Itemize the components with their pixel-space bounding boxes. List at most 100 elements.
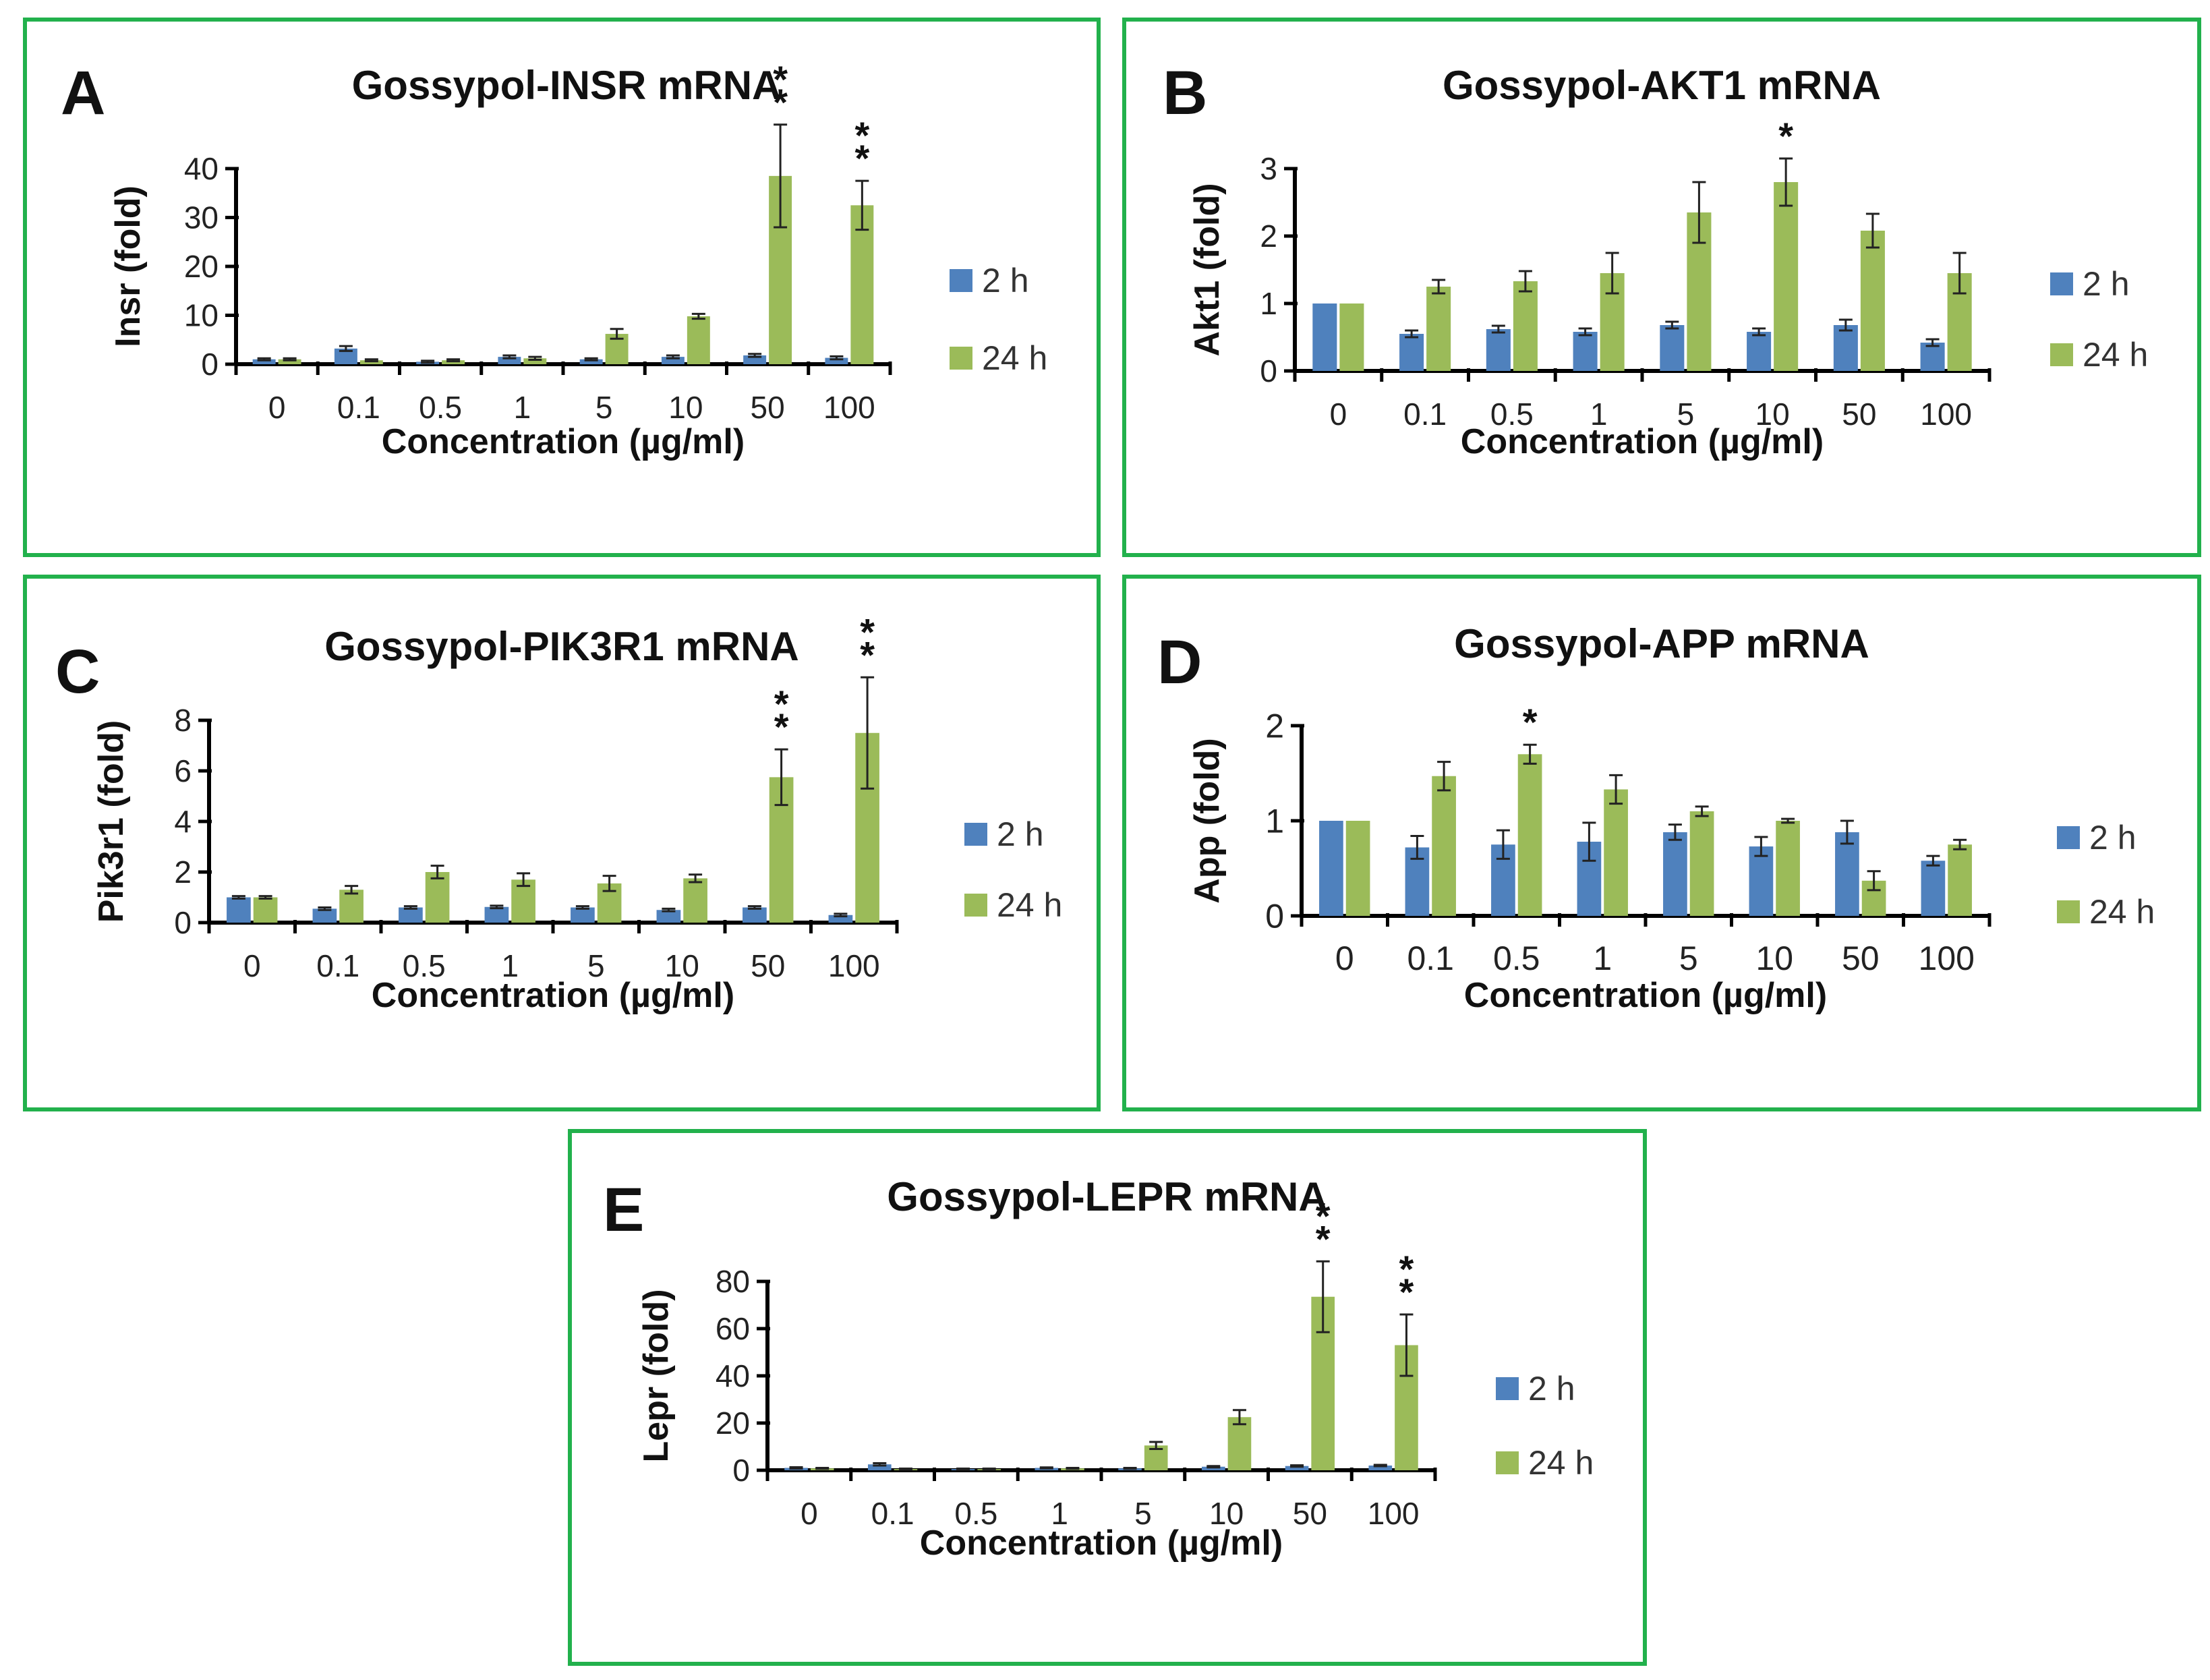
significance-marker: * [1399, 1271, 1414, 1313]
x-tick-label: 0 [268, 390, 286, 425]
significance-marker: * [773, 58, 788, 100]
bar-2h [579, 359, 603, 364]
legend-item-2h: 2 h [1496, 1369, 1575, 1408]
chart-title: Gossypol-AKT1 mRNA [1442, 63, 1882, 108]
significance-marker: * [1316, 1194, 1331, 1237]
bar-2h [867, 1464, 892, 1470]
bar-24h [1860, 231, 1885, 371]
bar-2h [399, 907, 423, 923]
plot-area: 0 1 2 3 0 0.1 0.5 1 5 10 50 100 * [1260, 115, 1991, 432]
bar-2h [498, 357, 521, 364]
bar-2h [1660, 325, 1685, 371]
bar-2h [1368, 1466, 1393, 1470]
chart-title: Gossypol-LEPR mRNA [887, 1174, 1328, 1219]
x-tick-label: 5 [587, 948, 605, 983]
significance-marker: * [854, 137, 869, 179]
legend-swatch-blue [964, 823, 987, 846]
x-tick-label: 1 [1051, 1496, 1068, 1531]
y-tick-label: 60 [716, 1311, 750, 1346]
x-tick-label: 1 [514, 390, 531, 425]
x-tick-label: 0.5 [419, 390, 462, 425]
legend-swatch-green [950, 347, 972, 370]
y-tick-label: 0 [1265, 898, 1284, 935]
bar-2h [825, 357, 848, 364]
significance-marker: * [860, 610, 875, 653]
panel-letter: A [61, 59, 106, 127]
panel-a: A Gossypol-INSR mRNA Insr (fold) Concent… [23, 18, 1101, 557]
x-tick-label: 10 [1755, 397, 1790, 432]
significance-marker: * [854, 114, 869, 156]
x-tick-label: 0 [243, 948, 261, 983]
y-tick-label: 80 [716, 1264, 750, 1299]
x-tick-label: 0.1 [871, 1496, 914, 1531]
y-tick-label: 20 [184, 249, 219, 284]
bar-2h [1921, 861, 1946, 916]
plot-area: 0 1 2 0 0.1 0.5 1 5 10 50 100 * [1265, 701, 1991, 977]
y-tick-label: 40 [716, 1358, 750, 1393]
legend-label: 24 h [2083, 336, 2149, 374]
bar-24h [683, 878, 707, 923]
x-tick-label: 5 [595, 390, 613, 425]
x-tick-label: 50 [1842, 397, 1876, 432]
legend-swatch-blue [1496, 1377, 1519, 1400]
bar-24h [1432, 776, 1456, 916]
bar-2h [1319, 821, 1343, 916]
bar-2h [571, 907, 595, 923]
y-tick-label: 2 [174, 855, 192, 890]
bar-24h [1513, 281, 1538, 371]
legend-item-24h: 24 h [1496, 1443, 1594, 1482]
significance-marker: * [1523, 701, 1538, 743]
bar-2h [1312, 303, 1337, 371]
bar-24h [850, 205, 874, 364]
legend-item-24h: 24 h [2050, 335, 2148, 374]
significance-marker: * [1316, 1217, 1331, 1260]
y-tick-label: 3 [1260, 151, 1277, 186]
legend-swatch-green [964, 894, 987, 917]
bar-2h [656, 910, 681, 923]
bar-2h [252, 359, 276, 364]
y-tick-label: 0 [174, 905, 192, 940]
bar-24h [1776, 821, 1800, 916]
legend-item-2h: 2 h [2057, 818, 2136, 857]
panel-b: B Gossypol-AKT1 mRNA Akt1 (fold) Concent… [1122, 18, 2201, 557]
x-tick-label: 5 [1679, 939, 1698, 977]
bar-2h [1833, 325, 1858, 371]
bar-2h [227, 897, 251, 923]
legend-item-2h: 2 h [950, 261, 1029, 300]
x-tick-label: 0.5 [1490, 397, 1534, 432]
y-tick-label: 8 [174, 703, 192, 738]
legend-label: 2 h [982, 262, 1029, 299]
bar-2h [828, 915, 853, 923]
y-tick-label: 0 [732, 1453, 750, 1488]
legend-swatch-blue [950, 269, 972, 292]
significance-marker: * [774, 683, 789, 725]
legend-label: 2 h [1528, 1370, 1575, 1408]
bar-24h [1345, 821, 1370, 916]
bar-24h [687, 316, 710, 364]
x-tick-label: 0.1 [316, 948, 359, 983]
legend-swatch-green [1496, 1451, 1519, 1474]
bar-24h [1604, 789, 1628, 916]
bar-24h [339, 890, 364, 923]
bar-2h [1486, 329, 1511, 371]
y-tick-label: 4 [174, 804, 192, 839]
panel-letter: E [603, 1176, 645, 1244]
legend-swatch-green [2050, 343, 2073, 366]
x-axis-label: Concentration (µg/ml) [381, 422, 745, 461]
legend-item-24h: 24 h [2057, 892, 2155, 931]
bar-2h [1399, 334, 1424, 371]
legend-item-2h: 2 h [964, 815, 1044, 854]
bar-24h [425, 872, 450, 923]
legend-swatch-green [2057, 900, 2080, 923]
x-tick-label: 1 [1590, 397, 1608, 432]
x-tick-label: 0 [1330, 397, 1347, 432]
x-tick-label: 50 [751, 948, 785, 983]
x-tick-label: 50 [751, 390, 785, 425]
y-tick-label: 0 [1260, 353, 1277, 388]
x-tick-label: 5 [1677, 397, 1695, 432]
panel-d: D Gossypol-APP mRNA App (fold) Concentra… [1122, 575, 2201, 1111]
bar-2h [1747, 332, 1772, 371]
legend-label: 24 h [1528, 1444, 1594, 1482]
